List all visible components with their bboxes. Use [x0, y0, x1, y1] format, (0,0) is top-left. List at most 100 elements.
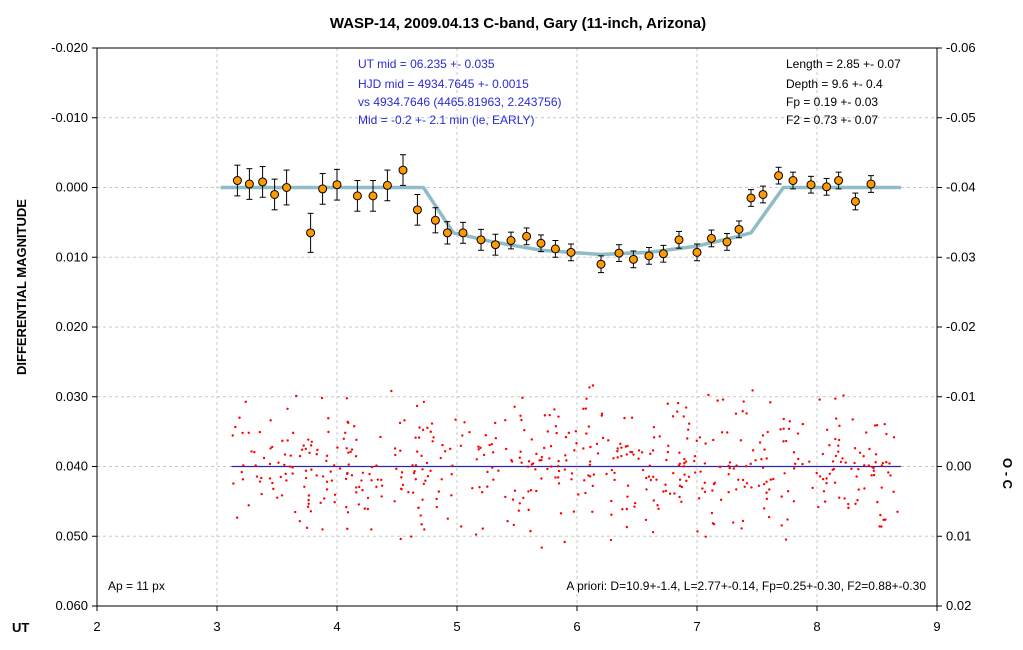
- residual-point: [825, 481, 828, 485]
- fit-parameters-annotation: Length = 2.85 +- 0.07 Depth = 9.6 +- 0.4…: [786, 57, 901, 127]
- residual-point: [757, 484, 761, 488]
- residual-point: [279, 475, 282, 479]
- residual-point: [739, 439, 743, 442]
- residual-point: [510, 458, 513, 462]
- residual-point: [704, 535, 707, 538]
- residual-point: [310, 440, 313, 443]
- residual-point: [557, 482, 561, 485]
- residual-point: [414, 478, 417, 481]
- binned-point: [746, 193, 756, 203]
- residual-point: [260, 492, 263, 496]
- residual-point: [751, 449, 755, 452]
- residual-point: [892, 490, 895, 493]
- binned-point: [476, 235, 486, 245]
- residual-point: [400, 476, 403, 479]
- residual-point: [839, 460, 843, 464]
- residual-point: [415, 404, 419, 408]
- residual-point: [713, 481, 716, 485]
- residual-point: [699, 470, 702, 473]
- residual-point: [765, 480, 768, 483]
- residual-point: [344, 477, 348, 481]
- residual-point: [309, 444, 313, 447]
- residual-point: [346, 527, 349, 531]
- residual-point: [672, 471, 675, 475]
- residual-point: [355, 486, 358, 489]
- binned-point: [282, 183, 292, 192]
- residual-point: [666, 450, 670, 454]
- residual-point: [863, 487, 866, 490]
- residual-point: [664, 489, 668, 493]
- residual-point: [865, 431, 868, 434]
- residual-point: [526, 465, 530, 468]
- residual-point: [792, 467, 796, 470]
- residual-point: [363, 507, 366, 510]
- residual-point: [484, 434, 488, 437]
- residual-point: [658, 435, 661, 438]
- residual-point: [741, 478, 745, 482]
- residual-point: [490, 442, 494, 446]
- residual-point: [330, 479, 334, 482]
- residual-point: [527, 490, 530, 493]
- residual-point: [749, 462, 752, 466]
- residual-point: [664, 483, 667, 486]
- residual-point: [527, 460, 531, 463]
- residual-point: [828, 472, 831, 476]
- residual-point: [523, 428, 526, 432]
- residual-point: [557, 465, 560, 468]
- residual-point: [307, 502, 310, 505]
- residual-point: [416, 450, 419, 453]
- residual-point: [873, 424, 877, 427]
- residual-point: [422, 400, 426, 404]
- residual-point: [693, 454, 697, 458]
- residual-point: [721, 398, 725, 401]
- residual-point: [480, 490, 484, 494]
- residual-point: [486, 485, 489, 488]
- x-axis-ticks: 2 3 4 5 6 7 8 9: [93, 606, 941, 634]
- binned-point: [368, 191, 378, 201]
- y-right-tick-label: 0.01: [946, 528, 971, 543]
- residual-point: [450, 473, 453, 476]
- residual-point: [268, 477, 272, 480]
- residual-point: [446, 517, 450, 520]
- residual-point: [522, 496, 525, 500]
- residual-point: [400, 471, 404, 474]
- residual-point: [735, 464, 738, 467]
- residual-point: [554, 425, 558, 428]
- residual-point: [393, 500, 396, 503]
- residual-point: [885, 432, 888, 436]
- residual-point: [837, 450, 840, 453]
- residual-point: [788, 420, 792, 423]
- residual-point: [478, 486, 481, 489]
- residual-point: [647, 475, 651, 478]
- residual-point: [872, 473, 876, 477]
- residual-point: [837, 438, 841, 442]
- residual-point: [595, 442, 599, 446]
- residual-point: [414, 464, 418, 467]
- residual-point: [550, 465, 553, 468]
- binned-point: [658, 249, 668, 259]
- residual-point: [380, 478, 383, 482]
- residual-point: [425, 461, 429, 465]
- residual-point: [323, 497, 326, 500]
- residual-point: [676, 410, 679, 413]
- residual-point: [772, 477, 775, 481]
- residual-point: [411, 464, 414, 467]
- residual-point: [320, 396, 324, 400]
- residual-point: [557, 459, 560, 463]
- residual-point: [399, 537, 402, 541]
- residual-point: [284, 472, 287, 476]
- residual-point: [822, 490, 826, 493]
- residual-point: [414, 436, 417, 439]
- residual-point: [567, 431, 571, 435]
- residual-point: [741, 410, 744, 413]
- residual-point: [491, 466, 494, 469]
- binned-point: [866, 179, 876, 189]
- residual-point: [630, 416, 634, 419]
- residual-point: [792, 451, 796, 454]
- residual-point: [765, 497, 769, 501]
- aperture-label: Ap = 11 px: [108, 579, 165, 593]
- ephemeris-text: vs 4934.7646 (4465.81963, 2.243756): [358, 95, 562, 109]
- residual-point: [475, 458, 478, 461]
- residual-point: [862, 454, 865, 458]
- residual-point: [734, 412, 738, 415]
